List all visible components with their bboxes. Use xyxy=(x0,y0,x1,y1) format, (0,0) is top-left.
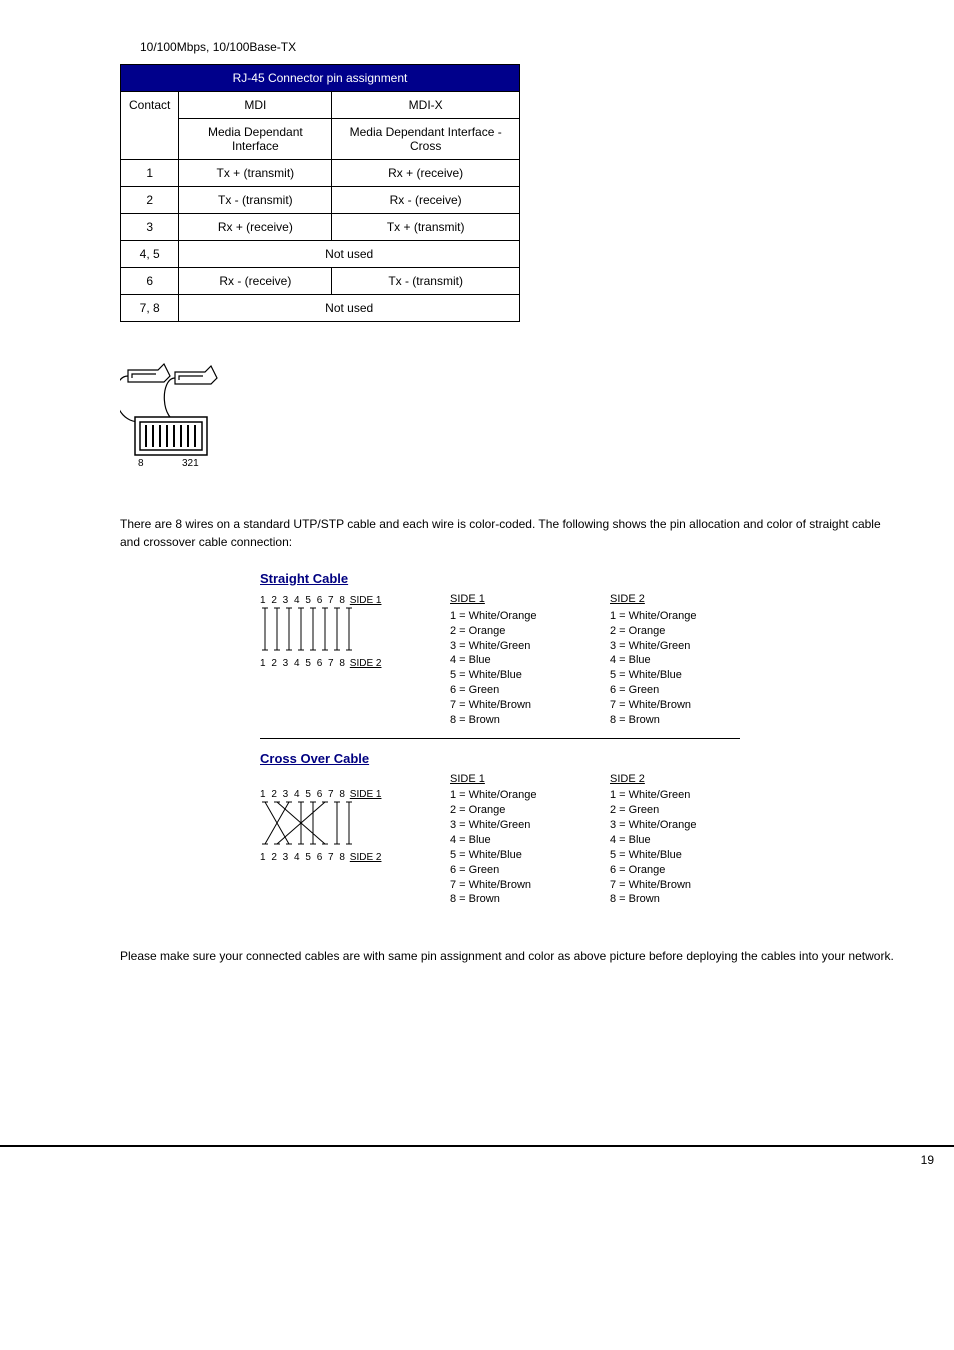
paragraph-1: There are 8 wires on a standard UTP/STP … xyxy=(120,515,894,551)
separator xyxy=(260,738,740,739)
col-mdi: MDI xyxy=(179,92,332,119)
table-row: 3 Rx + (receive) Tx + (transmit) xyxy=(121,214,520,241)
table-row: 2 Tx - (transmit) Rx - (receive) xyxy=(121,187,520,214)
col-mdix-sub: Media Dependant Interface -Cross xyxy=(332,119,520,160)
straight-cable-title: Straight Cable xyxy=(260,571,740,586)
rj45-connector-diagram: 8 321 xyxy=(120,362,894,475)
page-footer: 19 xyxy=(0,1145,954,1173)
table-header: RJ-45 Connector pin assignment xyxy=(121,65,520,92)
page-number: 19 xyxy=(921,1153,934,1167)
page-content: 10/100Mbps, 10/100Base-TX RJ-45 Connecto… xyxy=(0,0,954,1025)
table-row: 7, 8 Not used xyxy=(121,295,520,322)
col-contact: Contact xyxy=(121,92,179,160)
straight-side2-list: SIDE 2 1 = White/Orange 2 = Orange 3 = W… xyxy=(610,592,740,728)
pin-label-321: 321 xyxy=(182,458,199,469)
table-row: 1 Tx + (transmit) Rx + (receive) xyxy=(121,160,520,187)
table-row: 4, 5 Not used xyxy=(121,241,520,268)
cable-diagram-block: Straight Cable 1 2 3 4 5 6 7 8 SIDE 1 xyxy=(260,571,740,907)
crossover-cable-title: Cross Over Cable xyxy=(260,751,740,766)
col-mdi-sub: Media Dependant Interface xyxy=(179,119,332,160)
rj45-table: RJ-45 Connector pin assignment Contact M… xyxy=(120,64,520,322)
cross-side1-list: SIDE 1 1 = White/Orange 2 = Orange 3 = W… xyxy=(450,772,580,908)
cross-side2-list: SIDE 2 1 = White/Green 2 = Green 3 = Whi… xyxy=(610,772,740,908)
intro-text: 10/100Mbps, 10/100Base-TX xyxy=(120,40,894,54)
table-row: 6 Rx - (receive) Tx - (transmit) xyxy=(121,268,520,295)
col-mdix: MDI-X xyxy=(332,92,520,119)
pin-label-8: 8 xyxy=(138,458,144,469)
paragraph-2: Please make sure your connected cables a… xyxy=(120,947,894,965)
crossover-cable-svg: 1 2 3 4 5 6 7 8 SIDE 1 xyxy=(260,772,420,863)
straight-cable-svg: 1 2 3 4 5 6 7 8 SIDE 1 xyxy=(260,592,420,669)
straight-side1-list: SIDE 1 1 = White/Orange 2 = Orange 3 = W… xyxy=(450,592,580,728)
